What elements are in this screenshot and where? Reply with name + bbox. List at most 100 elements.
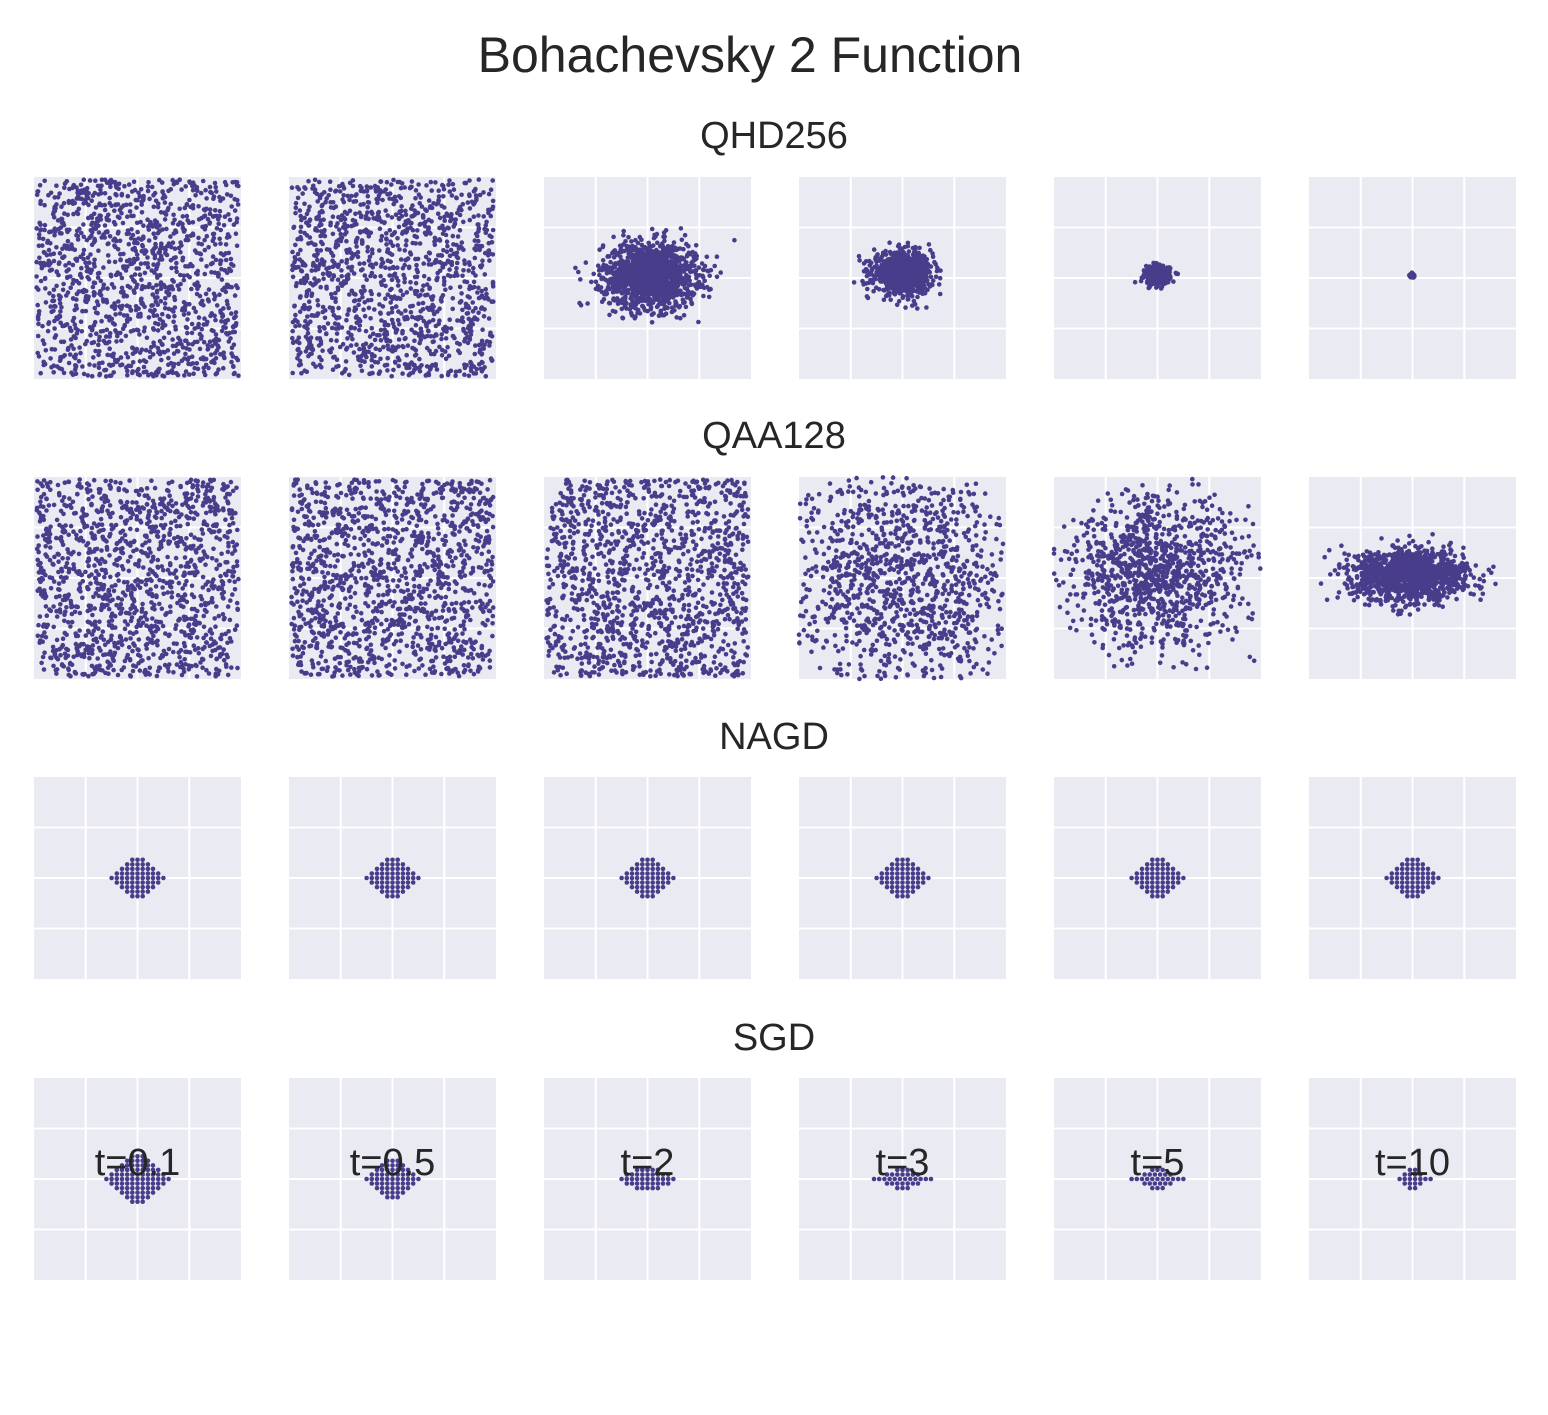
scatter-point (671, 287, 676, 292)
scatter-point (46, 320, 52, 325)
scatter-point (407, 185, 413, 191)
scatter-point (629, 239, 634, 244)
scatter-point (84, 264, 90, 270)
scatter-point (929, 282, 935, 287)
scatter-point (295, 185, 300, 190)
scatter-point (165, 370, 170, 376)
scatter-point (395, 243, 401, 248)
scatter-point (180, 258, 185, 263)
scatter-point (426, 198, 432, 203)
scatter-point (179, 187, 184, 192)
scatter-point (384, 231, 389, 236)
scatter-point (87, 260, 92, 266)
scatter-point (649, 312, 655, 318)
scatter-point (393, 304, 399, 309)
scatter-point (894, 302, 900, 308)
scatter-point (441, 275, 447, 281)
scatter-point (480, 258, 485, 264)
scatter-point (396, 224, 402, 230)
scatter-point (164, 290, 170, 295)
scatter-point (208, 189, 213, 195)
scatter-point (295, 195, 301, 201)
scatter-point (151, 262, 156, 267)
scatter-point (376, 292, 382, 297)
scatter-point (331, 205, 337, 211)
scatter-point (309, 313, 315, 318)
scatter-point (187, 347, 192, 352)
scatter-point (93, 178, 98, 183)
scatter-point (201, 369, 207, 375)
scatter-point (463, 301, 469, 307)
scatter-point (375, 200, 380, 206)
scatter-point (417, 201, 423, 206)
scatter-point (162, 217, 168, 222)
scatter-point (413, 280, 419, 286)
scatter-point (399, 204, 404, 209)
scatter-point (142, 325, 147, 331)
scatter-point (334, 364, 339, 370)
scatter-point (147, 281, 152, 287)
scatter-point (181, 312, 187, 317)
scatter-point (358, 268, 364, 273)
scatter-point (892, 264, 897, 269)
scatter-point (355, 249, 361, 255)
scatter-point (321, 325, 327, 330)
scatter-point (92, 363, 97, 368)
scatter-point (104, 327, 110, 333)
scatter-point (138, 219, 143, 225)
scatter-point (656, 302, 661, 308)
scatter-point (340, 225, 346, 230)
scatter-point (141, 364, 147, 370)
scatter-point (452, 273, 457, 279)
scatter-point (674, 292, 680, 298)
scatter-point (613, 309, 618, 315)
scatter-point (454, 195, 459, 200)
scatter-point (915, 294, 920, 300)
scatter-point (196, 217, 202, 222)
scatter-point (424, 183, 429, 188)
scatter-point (459, 291, 464, 296)
scatter-point (457, 212, 463, 218)
scatter-point (395, 265, 400, 271)
scatter-point (656, 297, 662, 303)
scatter-point (910, 303, 915, 308)
scatter-point (623, 281, 628, 287)
scatter-point (97, 334, 102, 340)
scatter-panel (799, 177, 1006, 379)
scatter-point (324, 331, 329, 336)
scatter-point (209, 270, 214, 275)
scatter-point (149, 303, 154, 308)
scatter-point (184, 338, 189, 344)
scatter-point (163, 212, 169, 217)
scatter-point (152, 218, 158, 223)
scatter-point (317, 328, 323, 334)
scatter-point (46, 192, 51, 198)
scatter-point (204, 233, 210, 239)
scatter-point (132, 290, 137, 296)
scatter-point (485, 253, 491, 258)
scatter-point (295, 319, 300, 325)
scatter-point (67, 352, 73, 357)
scatter-point (223, 325, 228, 331)
scatter-point (701, 293, 706, 299)
scatter-point (443, 336, 449, 341)
scatter-point (154, 288, 160, 294)
scatter-point (181, 229, 187, 234)
scatter-point (114, 193, 119, 198)
scatter-point (151, 204, 157, 210)
scatter-point (414, 274, 420, 280)
scatter-point (479, 288, 485, 294)
scatter-point (290, 335, 295, 341)
scatter-point (169, 244, 174, 250)
scatter-point (596, 287, 601, 292)
scatter-point (117, 215, 122, 221)
scatter-point (228, 336, 233, 341)
scatter-point (604, 288, 609, 293)
scatter-point (372, 337, 378, 343)
scatter-point (337, 189, 343, 194)
scatter-point (38, 261, 43, 266)
scatter-point (165, 244, 170, 249)
scatter-point (338, 231, 344, 237)
scatter-point (223, 242, 229, 247)
scatter-point (466, 268, 472, 273)
